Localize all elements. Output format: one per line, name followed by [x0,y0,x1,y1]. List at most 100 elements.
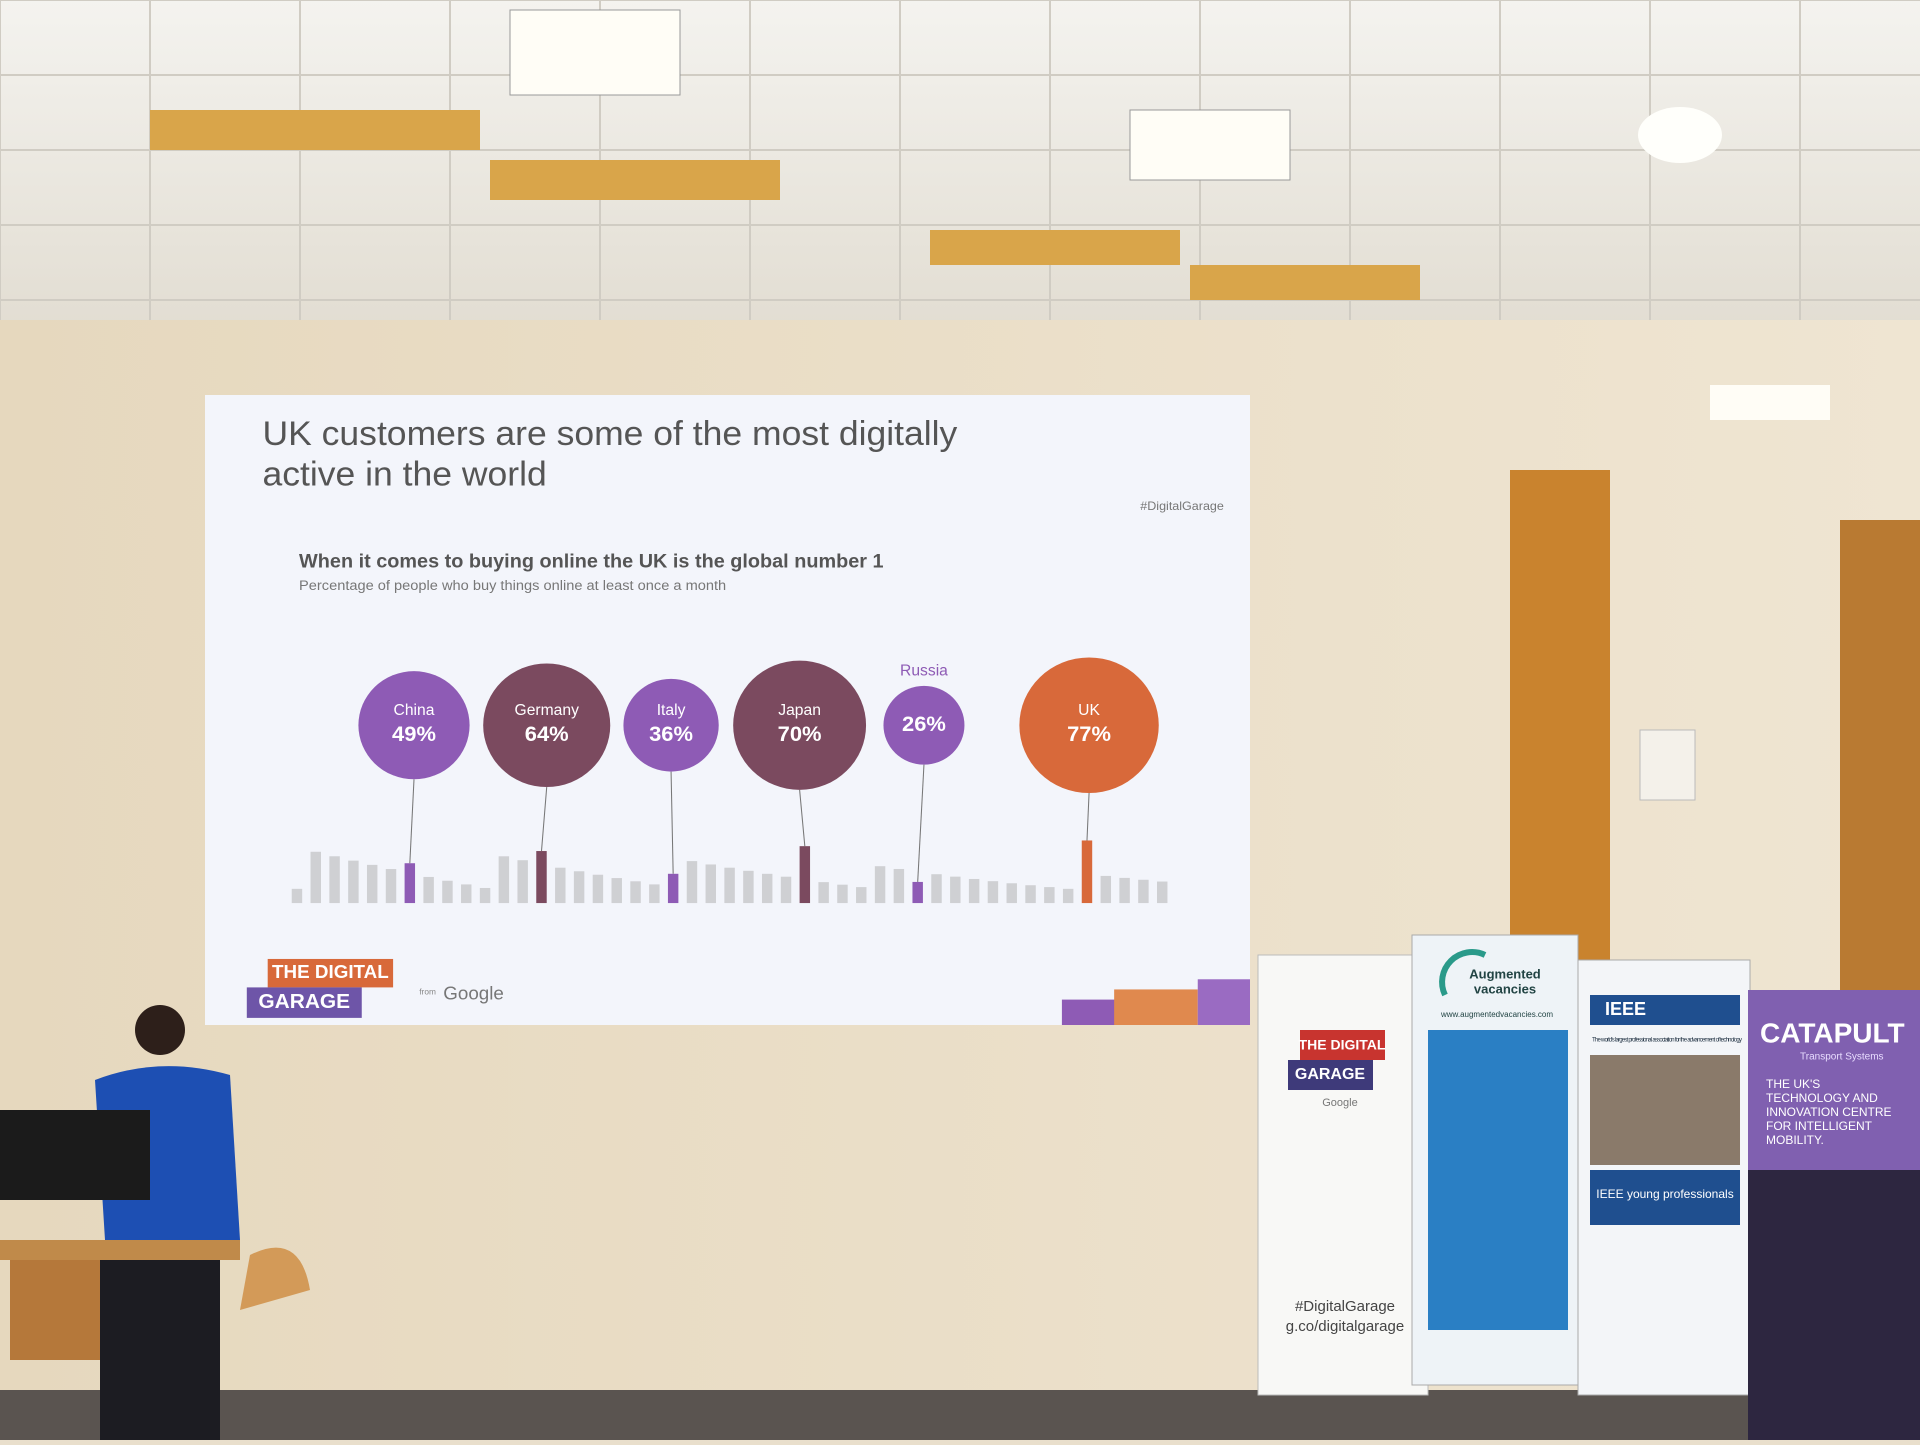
background-bar [743,870,754,904]
background-bar [931,874,942,904]
background-bar [1006,883,1017,904]
banner-text: Google [1322,1097,1357,1109]
country-label: UK [1078,702,1100,719]
banner-text: THE DIGITAL [1299,1037,1386,1053]
value-label: 77% [1067,721,1111,746]
background-bar [856,887,867,904]
ceiling-light [1710,385,1830,420]
country-label: Japan [778,702,821,719]
logo-block [246,987,362,1018]
background-bar [649,884,660,904]
background-bar [461,884,472,904]
background-bar [705,864,717,904]
banner-text: g.co/digitalgarage [1286,1318,1404,1335]
value-label: 64% [525,721,569,746]
decor-block [1197,979,1250,1025]
background-bar [724,867,735,904]
connector [670,771,674,874]
background-bar [893,868,905,904]
banner-text: The world's largest professional associa… [1592,1038,1742,1044]
background-bar [611,878,622,904]
bubble [883,685,965,765]
from-text: from [419,988,436,997]
background-bar [1025,885,1036,904]
bar [404,863,416,904]
pillar [1510,470,1610,970]
country-label: Germany [515,702,580,719]
banner-text: TECHNOLOGY AND [1766,1091,1878,1105]
background-bar [1138,879,1149,904]
background-bar [310,851,321,904]
country-label: Italy [657,702,686,719]
hashtag: #DigitalGarage [1140,499,1224,513]
banner-text: vacancies [1474,981,1536,996]
value-label: 49% [392,721,436,746]
connector [917,764,925,882]
banner-catapult: CATAPULT Transport Systems THE UK'STECHN… [1748,990,1920,1440]
logo-text: GARAGE [258,990,350,1013]
background-bar [517,860,528,904]
background-bar [686,861,698,904]
background-bar [479,887,491,904]
slide: UK customers are some of the most digita… [205,395,1250,1025]
bubble [623,678,719,772]
banner-text: FOR INTELLIGENT [1766,1119,1873,1133]
floor [0,1390,1920,1440]
banner-text: Augmented [1469,966,1541,981]
banner-text: GARAGE [1295,1066,1366,1083]
bubble [358,671,470,780]
logo-block [267,958,394,988]
banner-text: Transport Systems [1800,1052,1884,1063]
banner-text: IEEE [1605,999,1646,1019]
value-label: 70% [778,721,822,746]
bubble [733,660,867,790]
background-bar [498,856,510,904]
background-bar [1119,877,1130,904]
ceiling-light [509,9,681,96]
banner-augmented: Augmented vacancies www.augmentedvacanci… [1411,934,1579,1386]
light-strip [1190,265,1420,300]
slide-title: active in the world [262,455,546,493]
light-strip [930,230,1180,265]
background-bar [630,881,641,904]
speaker [1639,729,1696,801]
slide-title: UK customers are some of the most digita… [262,414,957,452]
background-bar [1100,875,1112,904]
bar [912,881,923,904]
ceiling-light [1638,107,1722,163]
background-bar [348,860,359,904]
banner-text: #DigitalGarage [1295,1298,1395,1315]
chart-subtitle: Percentage of people who buy things onli… [299,578,726,594]
logo-text: THE DIGITAL [272,961,389,982]
connector [540,786,548,852]
banner-text: MOBILITY. [1766,1133,1824,1147]
value-label: 36% [649,721,693,746]
banner-text: IEEE young professionals [1596,1187,1733,1201]
background-bar [366,864,378,904]
ceiling-light [1129,109,1291,181]
background-bar [761,873,773,904]
banner-text: www.augmentedvacancies.com [1440,1010,1553,1019]
background-bar [1156,881,1168,904]
connector [409,779,415,864]
ceiling-tiles [0,0,1920,330]
connector [1086,792,1090,841]
bubble [483,663,611,788]
background-bar [874,866,886,904]
background-bar [385,869,397,904]
background-bar [329,856,340,904]
background-bar [442,880,453,904]
background-bar [818,882,829,904]
background-bar [780,876,792,904]
light-strip [150,110,480,150]
presenter [0,1005,310,1440]
pillar [1840,520,1920,1000]
background-bar [837,884,848,904]
country-label: China [394,702,435,719]
banner-text: INNOVATION CENTRE [1766,1105,1892,1119]
bar [1081,840,1093,904]
background-bar [555,867,566,904]
background-bar [1044,887,1055,904]
